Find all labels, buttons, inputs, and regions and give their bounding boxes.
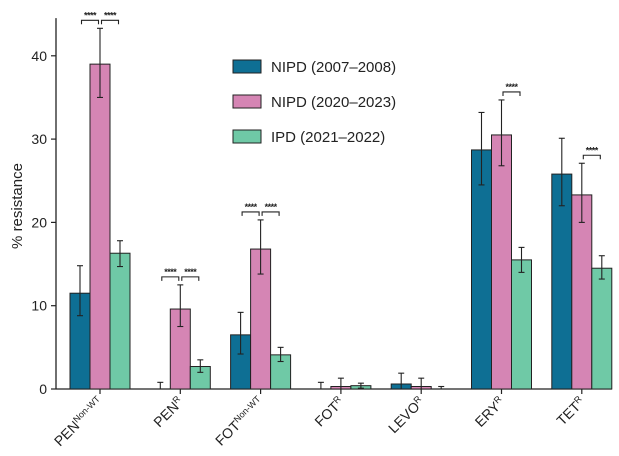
bar xyxy=(491,134,512,390)
y-tick-label: 30 xyxy=(31,131,47,147)
significance-bracket xyxy=(241,211,260,216)
category-label: FOTNon-WT xyxy=(212,393,267,448)
significance-bracket xyxy=(261,211,280,216)
significance-annotations: **** **** **** **** **** **** **** **** xyxy=(80,10,601,281)
bar xyxy=(109,252,131,390)
significance-label: **** xyxy=(265,202,278,212)
significance-label: **** xyxy=(84,10,97,20)
category-label: ERYR xyxy=(472,393,508,429)
bar xyxy=(571,194,593,390)
significance-label: **** xyxy=(104,10,117,20)
category-label: FOTR xyxy=(311,393,347,429)
significance-bracket xyxy=(80,19,100,25)
significance-label: **** xyxy=(586,145,599,155)
significance-label: **** xyxy=(505,82,518,92)
significance-label: **** xyxy=(164,267,177,277)
significance-bracket xyxy=(181,276,200,281)
bar xyxy=(511,259,532,390)
legend-swatch xyxy=(232,94,262,109)
legend-label: NIPD (2020–2023) xyxy=(271,94,396,111)
y-tick-label: 0 xyxy=(39,381,47,397)
significance-bracket xyxy=(100,19,120,25)
significance-bracket xyxy=(582,154,601,160)
bar xyxy=(471,149,492,390)
category-label: LEVOR xyxy=(385,393,428,436)
category-label: PENR xyxy=(150,393,187,430)
legend-label: IPD (2021–2022) xyxy=(271,129,385,146)
bar xyxy=(89,63,111,390)
legend-swatch xyxy=(232,129,262,144)
significance-label: **** xyxy=(245,202,258,212)
legend: NIPD (2007–2008) NIPD (2020–2023) IPD (202… xyxy=(232,59,396,146)
category-label: PENNon-WT xyxy=(51,393,107,449)
y-axis-label: % resistance xyxy=(9,163,26,249)
category-label: TETR xyxy=(553,393,588,428)
axes: 0 10 20 30 40 PENNon-WT PENR FOTNon-WT FOTR LEVOR… xyxy=(31,18,612,449)
significance-label: **** xyxy=(184,267,197,277)
legend-swatch xyxy=(232,59,262,74)
y-tick-label: 40 xyxy=(31,48,47,64)
y-tick-label: 10 xyxy=(31,298,47,314)
bars xyxy=(69,27,613,390)
y-tick-label: 20 xyxy=(31,214,47,230)
legend-label: NIPD (2007–2008) xyxy=(271,59,396,76)
significance-bracket xyxy=(161,276,180,281)
significance-bracket xyxy=(502,91,521,96)
bar xyxy=(591,267,613,390)
bar xyxy=(551,173,573,390)
